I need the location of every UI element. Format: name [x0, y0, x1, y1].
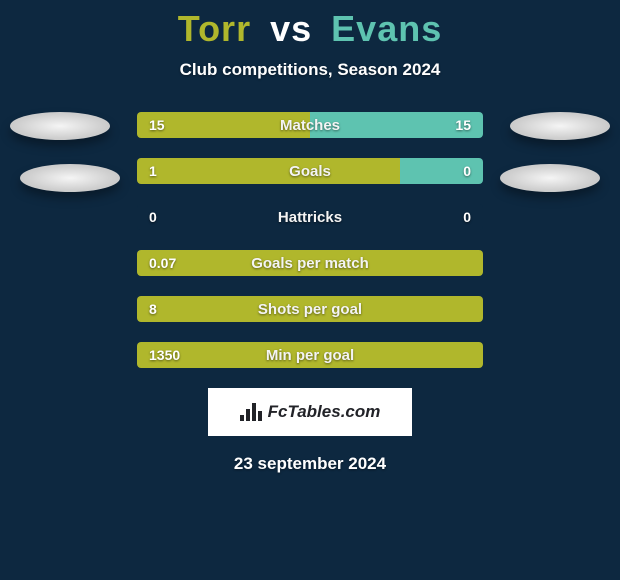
bar-chart-icon [240, 403, 262, 421]
player-left-name: Torr [178, 8, 251, 49]
stat-bar-segment [137, 342, 483, 368]
player-left-badge [10, 112, 110, 140]
player-left-badge [20, 164, 120, 192]
bar-icon-segment [240, 415, 244, 421]
stat-bar [137, 250, 483, 276]
stat-bar-segment [137, 204, 483, 230]
stat-row: Shots per goal8 [137, 296, 483, 322]
bar-icon-segment [252, 403, 256, 421]
player-right-name: Evans [331, 8, 442, 49]
stat-bar [137, 112, 483, 138]
stats-area: Matches1515 Goals10 Hattricks00 Goals per m… [0, 112, 620, 368]
bar-icon-segment [258, 411, 262, 421]
comparison-title: Torr vs Evans [0, 0, 620, 50]
subtitle: Club competitions, Season 2024 [0, 60, 620, 80]
stat-bar-segment [137, 296, 483, 322]
watermark-text: FcTables.com [268, 402, 381, 422]
stat-bar-segment [310, 112, 483, 138]
player-right-badge [510, 112, 610, 140]
stat-bar [137, 342, 483, 368]
stat-bar-segment [400, 158, 483, 184]
date-label: 23 september 2024 [0, 454, 620, 474]
stat-bar-segment [137, 250, 483, 276]
player-right-badge [500, 164, 600, 192]
stat-row: Goals10 [137, 158, 483, 184]
watermark: FcTables.com [208, 388, 412, 436]
stat-bar-segment [137, 158, 400, 184]
title-vs: vs [270, 8, 312, 49]
stat-bar-segment [137, 112, 310, 138]
stat-bar [137, 296, 483, 322]
stat-row: Matches1515 [137, 112, 483, 138]
bar-icon-segment [246, 409, 250, 421]
stat-row: Min per goal1350 [137, 342, 483, 368]
stat-row: Goals per match0.07 [137, 250, 483, 276]
stat-bar [137, 158, 483, 184]
stat-row: Hattricks00 [137, 204, 483, 230]
stat-bar [137, 204, 483, 230]
